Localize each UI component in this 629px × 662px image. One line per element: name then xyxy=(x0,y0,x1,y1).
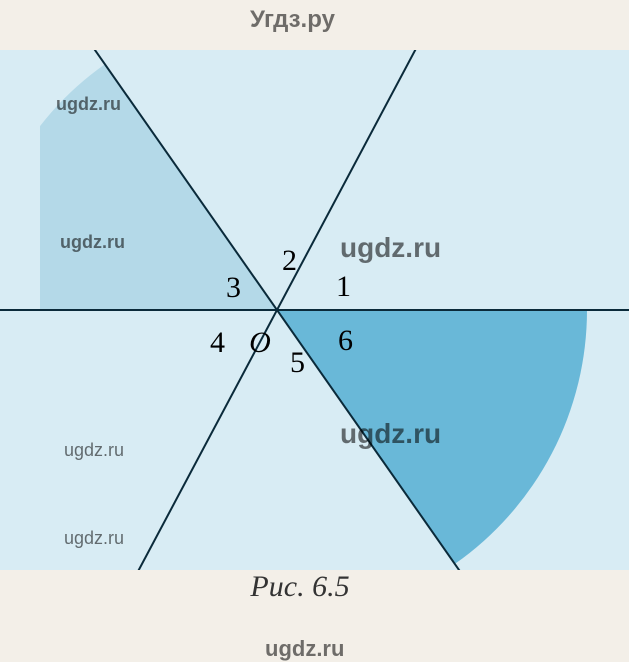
angle-label: 3 xyxy=(226,271,241,304)
angle-label: 1 xyxy=(336,270,351,303)
angle-label: 4 xyxy=(210,326,225,359)
angle-label: 2 xyxy=(282,244,297,277)
origin-label: O xyxy=(249,326,271,359)
watermark-small: ugdz.ru xyxy=(64,440,124,461)
watermark-footer: ugdz.ru xyxy=(265,636,344,662)
angle-label: 6 xyxy=(338,324,353,357)
watermark-small: ugdz.ru xyxy=(60,232,125,253)
watermark-small: ugdz.ru xyxy=(340,232,441,264)
watermark-header: Угдз.ру xyxy=(250,6,335,34)
angle-label: 5 xyxy=(290,346,305,379)
figure-caption: Рис. 6.5 xyxy=(249,570,349,603)
page-root: 123456OРис. 6.5 Угдз.ру ugdz.ru ugdz.ruu… xyxy=(0,0,629,662)
watermark-small: ugdz.ru xyxy=(340,418,441,450)
watermark-small: ugdz.ru xyxy=(56,94,121,115)
watermark-small: ugdz.ru xyxy=(64,528,124,549)
